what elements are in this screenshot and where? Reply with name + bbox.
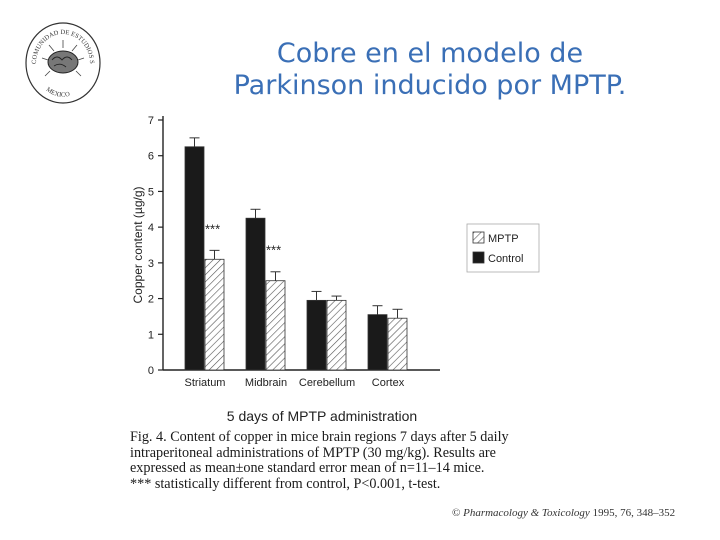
x-tick-label: Midbrain [245,377,287,389]
y-tick-label: 5 [148,186,154,198]
journal-citation: © Pharmacology & Toxicology 1995, 76, 34… [452,507,675,519]
institution-seal-logo: COMUNIDAD DE ESTUDIOS SOBRE MEXICO [22,13,102,104]
caption-line-2: intraperitoneal administrations of MPTP … [130,444,496,461]
legend-label-mptp: MPTP [488,233,519,245]
caption-line-3: expressed as mean±one standard error mea… [130,460,485,476]
y-tick-label: 6 [148,151,154,163]
bar-control-striatum [184,146,205,371]
bar-mptp-midbrain [265,280,286,371]
citation-journal: Pharmacology & Toxicology [463,507,590,519]
caption-line-1: Fig. 4. Content of copper in mice brain … [130,429,509,445]
y-tick-label: 0 [148,365,154,377]
x-tick-label: Cortex [372,377,405,389]
slide-title: Cobre en el modelo de Parkinson inducido… [150,38,710,102]
legend-swatch-mptp [472,231,485,244]
y-tick-label: 4 [148,222,154,234]
bar-control-cortex [367,314,388,371]
bar-mptp-striatum [204,258,225,371]
legend-swatch-control [472,251,485,264]
y-axis-label: Copper content (µg/g) [131,187,145,304]
figure-caption: Fig. 4. Content of copper in mice brain … [130,429,560,492]
bar-mptp-cortex [387,317,408,371]
caption-line-4: *** statistically different from control… [130,475,441,492]
y-tick-label: 7 [148,115,154,127]
bar-mptp-cerebellum [326,299,347,371]
significance-marker: *** [266,243,281,258]
legend-label-control: Control [488,253,523,265]
x-axis-label: 5 days of MPTP administration [227,408,417,424]
citation-copyright: © [452,507,461,519]
x-tick-label: Striatum [185,377,226,389]
citation-details: 1995, 76, 348–352 [592,507,676,519]
y-tick-label: 3 [148,258,154,270]
slide-title-line-2: Parkinson inducido por MPTP. [233,70,627,101]
y-tick-label: 1 [148,329,154,341]
slide-title-line-1: Cobre en el modelo de [276,38,584,69]
bar-control-midbrain [245,217,266,371]
significance-marker: *** [205,221,220,236]
bar-control-cerebellum [306,299,327,371]
copper-bar-chart: 0 1 2 3 4 5 6 7 Copper content (µg/g) Striatum Mid… [131,115,540,424]
x-tick-label: Cerebellum [299,377,355,389]
y-tick-label: 2 [148,294,154,306]
